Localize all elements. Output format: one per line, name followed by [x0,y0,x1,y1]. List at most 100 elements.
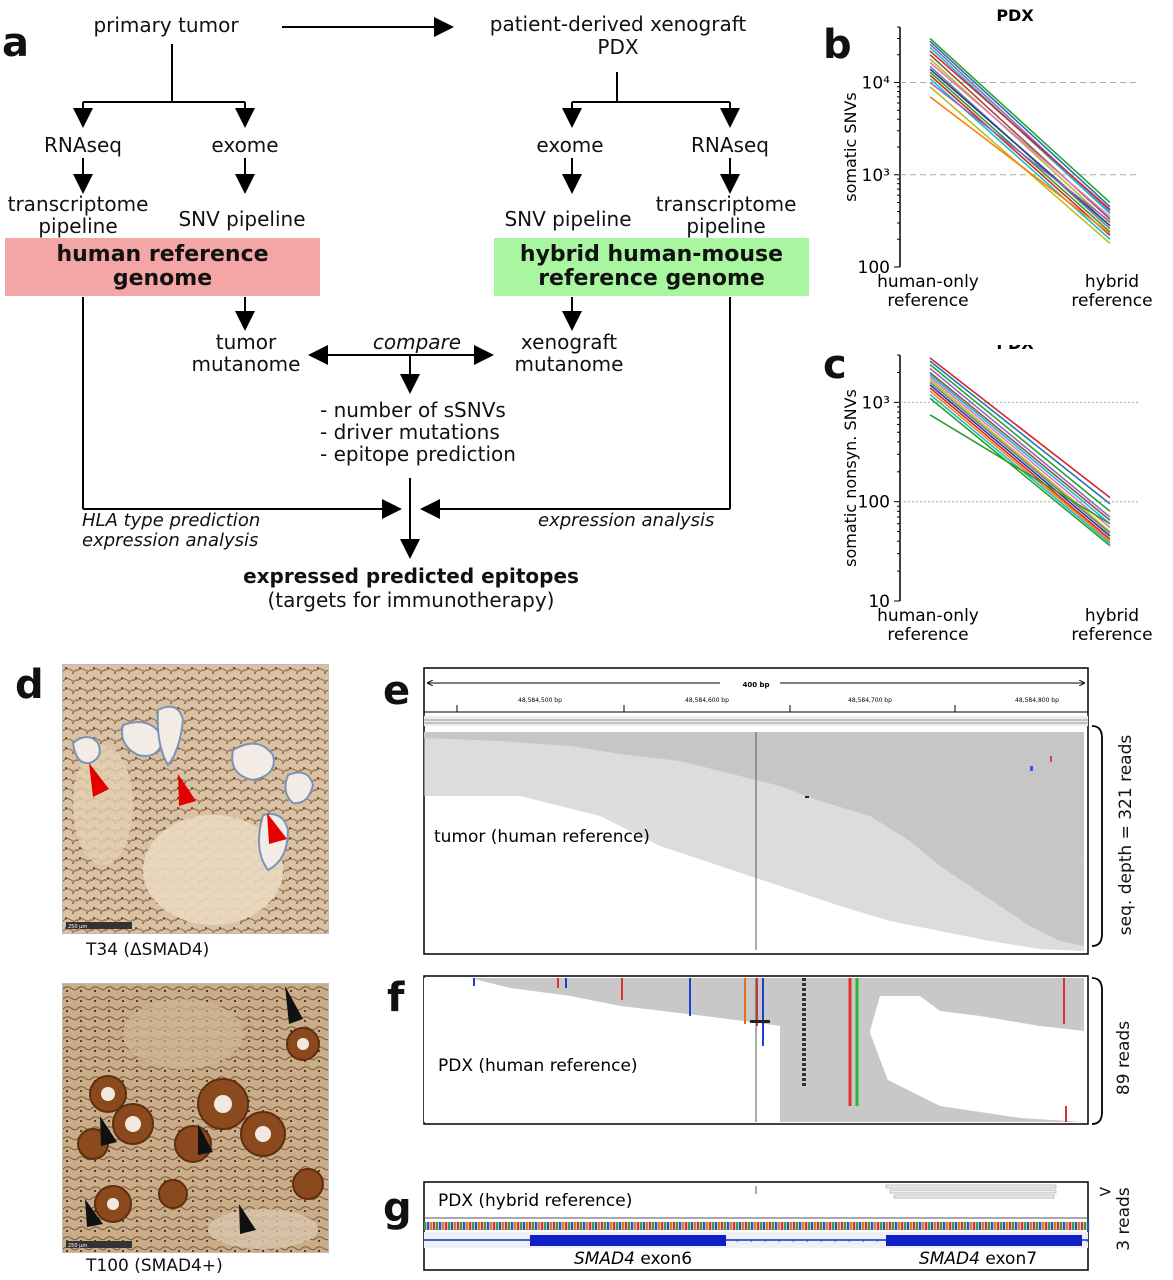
sequence-base [748,1222,751,1230]
series-line [929,50,1111,211]
sequence-base [577,1222,580,1230]
histology-t34-caption: T34 (ΔSMAD4) [86,940,210,960]
hla-expression-label: HLA type prediction expression analysis [82,511,260,551]
sequence-base [892,1222,895,1230]
ruler-position: 48,584,600 bp [685,697,729,704]
series-line [929,384,1111,537]
sequence-base [811,1222,814,1230]
sequence-base [757,1222,760,1230]
sequence-base [940,1222,943,1230]
hybrid-ref-line1: hybrid human-mouse [519,242,784,267]
sequence-base [1003,1222,1006,1230]
series-line [929,397,1111,547]
sequence-base [1051,1222,1054,1230]
sequence-base [679,1222,682,1230]
sequence-base [739,1222,742,1230]
sequence-base [787,1222,790,1230]
sequence-base [589,1222,592,1230]
chart-title: PDX [996,6,1034,25]
transcriptome-right-line1: transcriptome [655,192,797,216]
sequence-base [427,1222,430,1230]
strand-arrow: › [792,1238,794,1245]
sequence-base [517,1222,520,1230]
sequence-base [916,1222,919,1230]
strand-arrow: › [764,1238,766,1245]
sequence-base [565,1222,568,1230]
sequence-base [631,1222,634,1230]
sequence-base [1075,1222,1078,1230]
histology-t100-caption: T100 (SMAD4+) [86,1256,223,1276]
sequence-base [865,1222,868,1230]
sequence-base [559,1222,562,1230]
sequence-base [1054,1222,1057,1230]
chart-b-somatic-snvs: PDX 100 10³ 10⁴ human-only reference hybrid ref… [841,6,1153,311]
transcriptome-left-line2: pipeline [38,214,118,238]
black-arrowhead [198,1124,213,1155]
sequence-base [730,1222,733,1230]
sequence-base [817,1222,820,1230]
sequence-base [976,1222,979,1230]
series-line [929,40,1111,208]
hla-line2: expression analysis [82,530,259,551]
exon6-label: SMAD4 exon6 [574,1249,692,1269]
sequence-base [889,1222,892,1230]
sequence-base [934,1222,937,1230]
sequence-base [1048,1222,1051,1230]
sequence-base [604,1222,607,1230]
sequence-base [937,1222,940,1230]
transcriptome-right-line2: pipeline [686,214,766,238]
sequence-base [538,1222,541,1230]
sequence-base [511,1222,514,1230]
sequence-base [745,1222,748,1230]
sequence-base [595,1222,598,1230]
sequence-base [616,1222,619,1230]
series-line [929,371,1111,521]
sequence-base [763,1222,766,1230]
sequence-base [982,1222,985,1230]
sequence-base [1045,1222,1048,1230]
sequence-base [706,1222,709,1230]
strand-arrow: › [820,1238,822,1245]
sequence-base [1039,1222,1042,1230]
comparison-item: - number of sSNVs [320,398,506,422]
sequence-base [964,1222,967,1230]
sequence-base [1063,1222,1066,1230]
sequence-base [913,1222,916,1230]
panel-label-b: b [823,22,852,68]
sequence-base [430,1222,433,1230]
histology-t100-image: 250 µm [62,983,329,1253]
sequence-base [628,1222,631,1230]
sequence-base [973,1222,976,1230]
igv-g-track-label: PDX (hybrid reference) [438,1191,632,1211]
sequence-base [619,1222,622,1230]
sequence-base [697,1222,700,1230]
human-ref-line2: genome [112,266,213,291]
scale-bar-label-bottom: 250 µm [68,1243,87,1249]
sequence-base [793,1222,796,1230]
xenograft-mutanome-line1: xenograft [520,330,618,354]
x-tick-label: human-only reference [877,606,979,645]
sequence-base [466,1222,469,1230]
sequence-base [634,1222,637,1230]
sequence-base [877,1222,880,1230]
x-tick-label: hybrid reference [1071,272,1152,311]
panel-label-d: d [15,662,44,708]
sequence-base [469,1222,472,1230]
sequence-base [562,1222,565,1230]
sequence-base [715,1222,718,1230]
sequence-base [535,1222,538,1230]
sequence-base [505,1222,508,1230]
strand-arrow: › [736,1238,738,1245]
sequence-base [622,1222,625,1230]
sequence-base [481,1222,484,1230]
panel-label-c: c [823,342,847,388]
panel-label-g: g [383,1185,412,1231]
sequence-base [802,1222,805,1230]
sequence-base [541,1222,544,1230]
sequence-base [910,1222,913,1230]
sequence-base [736,1222,739,1230]
series-line [929,376,1111,529]
y-tick-label: 10⁴ [862,74,891,94]
sequence-base [646,1222,649,1230]
